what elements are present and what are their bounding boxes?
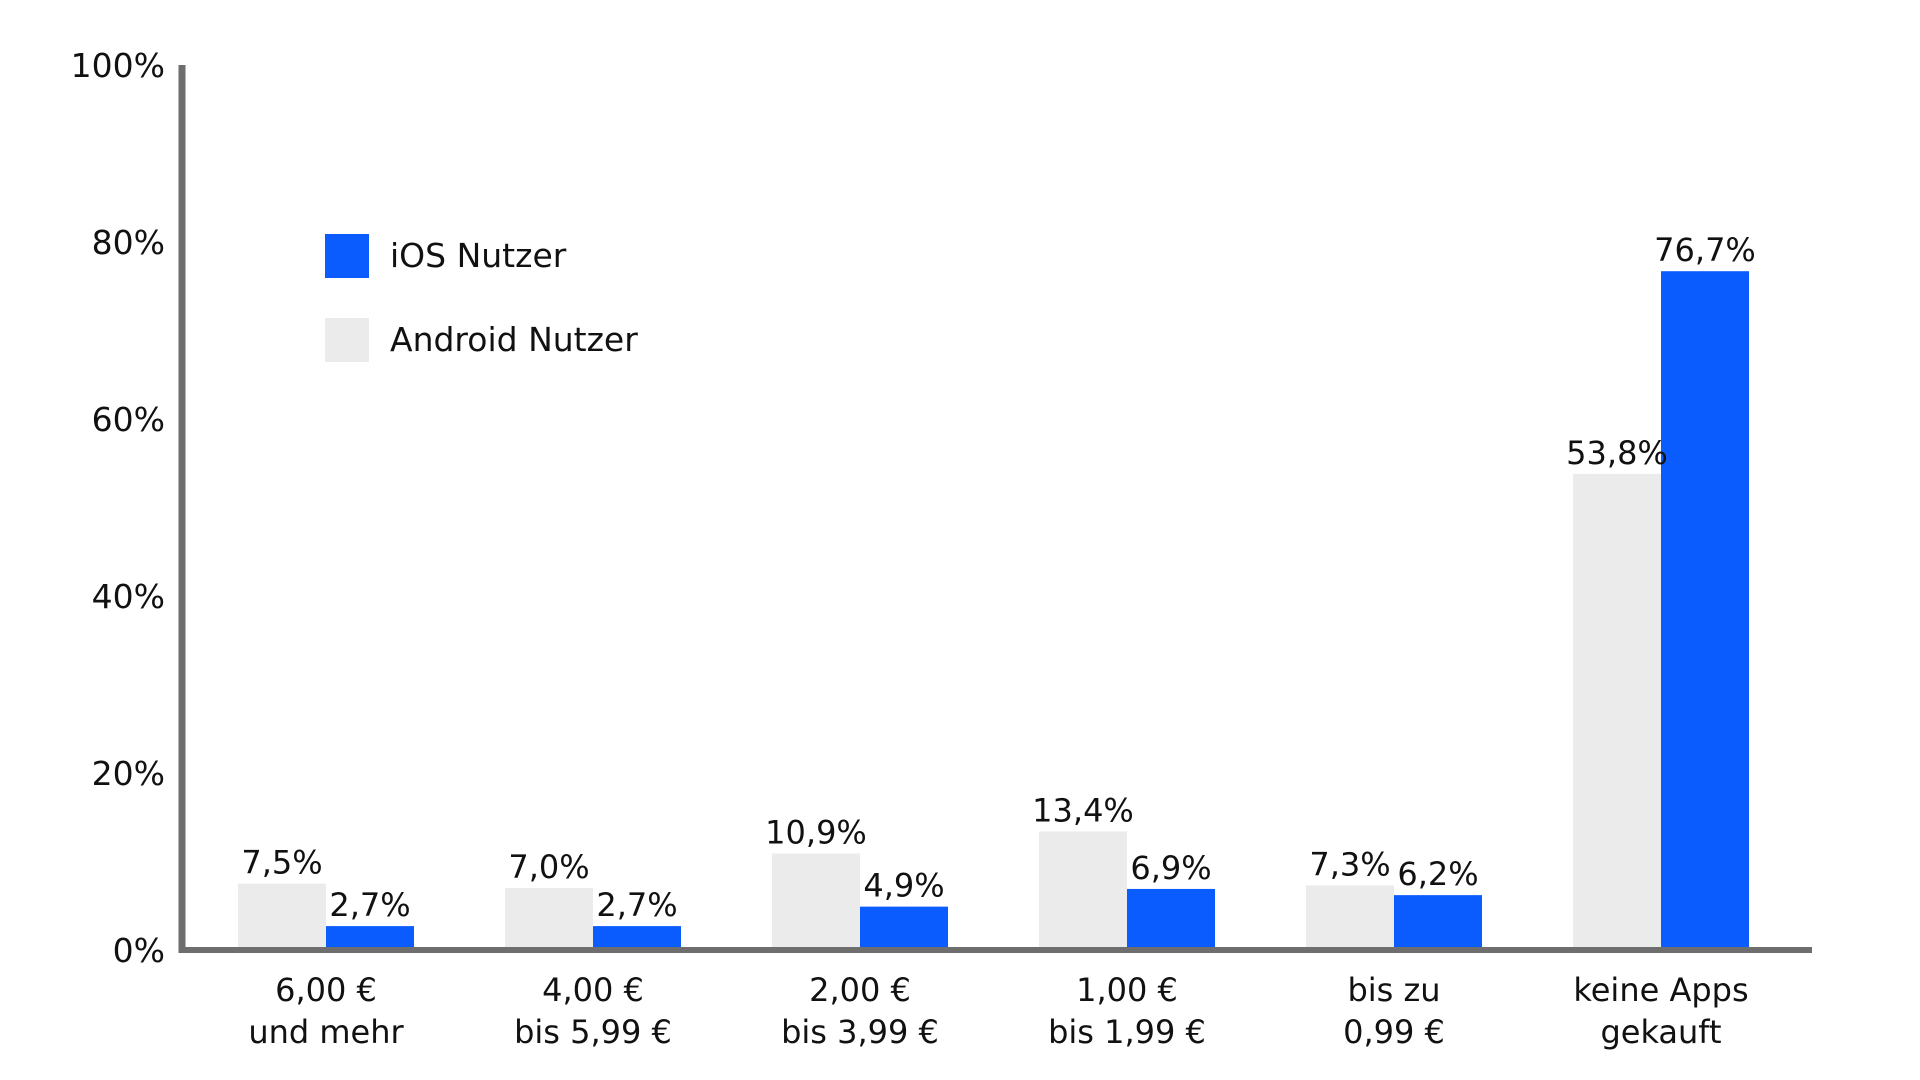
data-label: 76,7% — [1654, 231, 1756, 269]
data-label: 2,7% — [329, 886, 410, 924]
legend-label: Android Nutzer — [390, 320, 638, 359]
data-label: 7,0% — [508, 848, 589, 886]
x-tick-label: bis 3,99 € — [781, 1013, 939, 1051]
data-label: 10,9% — [765, 814, 867, 852]
x-tick-label: 0,99 € — [1343, 1013, 1445, 1051]
data-label: 13,4% — [1032, 791, 1134, 829]
bar-android — [505, 888, 593, 950]
bar-android — [238, 883, 326, 950]
data-labels: 7,5%2,7%7,0%2,7%10,9%4,9%13,4%6,9% 7,3% 6,… — [241, 231, 1755, 924]
data-label: 6,2% — [1397, 855, 1478, 893]
x-tick-label: keine Apps — [1573, 971, 1748, 1009]
data-label: 7,5% — [241, 844, 322, 882]
data-label: 7,3% — [1309, 845, 1390, 883]
bar-ios — [593, 926, 681, 950]
axes — [178, 65, 1812, 953]
x-tick-label: gekauft — [1600, 1013, 1721, 1051]
bar-android — [1039, 831, 1127, 950]
data-label: 53,8% — [1566, 434, 1668, 472]
x-tick-label: bis 5,99 € — [514, 1013, 672, 1051]
bar-ios — [1127, 888, 1215, 950]
bar-android — [772, 853, 860, 950]
x-tick-label: 4,00 € — [542, 971, 644, 1009]
x-tick-label: 6,00 € — [275, 971, 377, 1009]
x-axis-ticks: 6,00 € und mehr 4,00 € bis 5,99 € 2,00 € bis … — [248, 971, 1748, 1051]
bar-ios — [326, 926, 414, 950]
data-label: 2,7% — [596, 886, 677, 924]
bar-android — [1573, 473, 1661, 950]
y-tick-label: 40% — [92, 577, 165, 616]
data-label: 6,9% — [1130, 849, 1211, 887]
data-label: 4,9% — [863, 867, 944, 905]
y-tick-label: 80% — [92, 223, 165, 262]
y-tick-label: 0% — [113, 931, 165, 970]
bar-ios — [1394, 895, 1482, 950]
y-tick-label: 60% — [92, 400, 165, 439]
x-tick-label: 2,00 € — [809, 971, 911, 1009]
legend: iOS Nutzer Android Nutzer — [325, 234, 638, 362]
legend-swatch — [325, 234, 369, 278]
bar-ios — [1661, 271, 1749, 951]
bar-ios — [860, 906, 948, 950]
x-tick-label: bis zu — [1347, 971, 1440, 1009]
x-tick-label: bis 1,99 € — [1048, 1013, 1206, 1051]
bar-android — [1306, 885, 1394, 950]
bars — [238, 271, 1749, 951]
y-tick-label: 20% — [92, 754, 165, 793]
legend-label: iOS Nutzer — [390, 236, 567, 275]
x-tick-label: und mehr — [248, 1013, 404, 1051]
legend-swatch — [325, 318, 369, 362]
x-tick-label: 1,00 € — [1076, 971, 1178, 1009]
y-tick-label: 100% — [71, 46, 165, 85]
y-axis-ticks: 0% 20% 40% 60% 80% 100% — [71, 46, 165, 970]
